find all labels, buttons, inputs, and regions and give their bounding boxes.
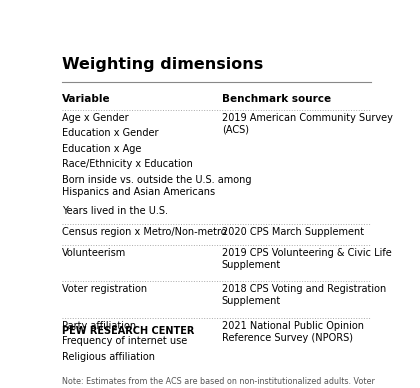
Text: Race/Ethnicity x Education: Race/Ethnicity x Education — [62, 159, 193, 169]
Text: 2019 CPS Volunteering & Civic Life
Supplement: 2019 CPS Volunteering & Civic Life Suppl… — [222, 248, 391, 270]
Text: Party affiliation: Party affiliation — [62, 320, 136, 331]
Text: 2020 CPS March Supplement: 2020 CPS March Supplement — [222, 227, 364, 237]
Text: Education x Gender: Education x Gender — [62, 128, 159, 138]
Text: 2018 CPS Voting and Registration
Supplement: 2018 CPS Voting and Registration Supplem… — [222, 284, 386, 307]
Text: PEW RESEARCH CENTER: PEW RESEARCH CENTER — [62, 326, 194, 336]
Text: Variable: Variable — [62, 94, 111, 104]
Text: Volunteerism: Volunteerism — [62, 248, 126, 258]
Text: Frequency of internet use: Frequency of internet use — [62, 336, 187, 346]
Text: Note: Estimates from the ACS are based on non-institutionalized adults. Voter re: Note: Estimates from the ACS are based o… — [62, 377, 396, 388]
Text: Age x Gender: Age x Gender — [62, 113, 129, 123]
Text: 2019 American Community Survey
(ACS): 2019 American Community Survey (ACS) — [222, 113, 393, 135]
Text: Weighting dimensions: Weighting dimensions — [62, 57, 263, 72]
Text: 2021 National Public Opinion
Reference Survey (NPORS): 2021 National Public Opinion Reference S… — [222, 320, 364, 343]
Text: Religious affiliation: Religious affiliation — [62, 352, 155, 362]
Text: Census region x Metro/Non-metro: Census region x Metro/Non-metro — [62, 227, 227, 237]
Text: Voter registration: Voter registration — [62, 284, 147, 294]
Text: Born inside vs. outside the U.S. among
Hispanics and Asian Americans: Born inside vs. outside the U.S. among H… — [62, 175, 252, 197]
Text: Benchmark source: Benchmark source — [222, 94, 331, 104]
Text: Years lived in the U.S.: Years lived in the U.S. — [62, 206, 168, 216]
Text: Education x Age: Education x Age — [62, 144, 142, 154]
